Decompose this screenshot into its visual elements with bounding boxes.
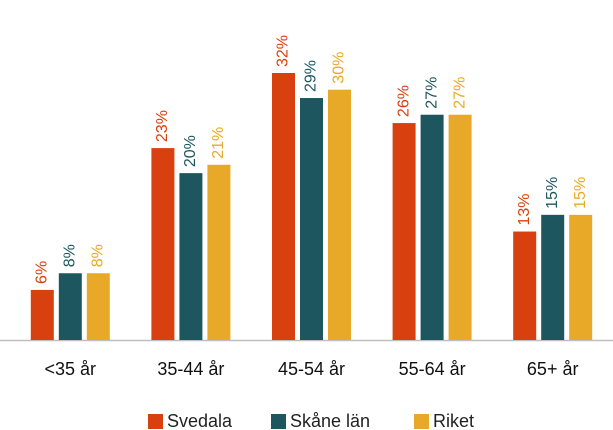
value-label: 23% [154,110,171,142]
bar [272,73,295,340]
bar [569,214,593,340]
value-label: 32% [275,35,292,67]
value-label: 8% [90,244,107,267]
x-tick-label: <35 år [45,359,97,379]
legend-swatch [271,414,286,429]
bar [392,123,416,340]
value-label: 21% [210,127,227,159]
value-label: 13% [516,194,533,226]
x-tick-label: 35-44 år [157,359,224,379]
legend-label: Svedala [167,411,233,430]
x-tick-label: 65+ år [527,359,579,379]
value-label: 6% [34,261,51,284]
x-tick-label: 55-64 år [399,359,466,379]
value-label: 15% [544,177,561,209]
legend-swatch [414,414,429,429]
bar [151,148,175,340]
bar [420,114,444,340]
bar [179,173,203,340]
bar [30,289,54,340]
bar [58,273,82,340]
value-label: 15% [572,177,589,209]
value-label: 26% [395,85,412,117]
legend-label: Skåne län [290,411,370,430]
x-tick-label: 45-54 år [278,359,345,379]
value-label: 8% [62,244,79,267]
bar [448,114,472,340]
bar [300,98,323,340]
bar [328,89,351,340]
bar [86,273,110,340]
value-label: 29% [303,60,320,92]
legend-label: Riket [433,411,474,430]
bar [513,231,537,340]
bar [207,164,231,340]
value-label: 27% [423,77,440,109]
value-label: 30% [331,52,348,84]
value-label: 27% [451,77,468,109]
bar [541,214,565,340]
value-label: 20% [182,135,199,167]
legend-swatch [148,414,163,429]
